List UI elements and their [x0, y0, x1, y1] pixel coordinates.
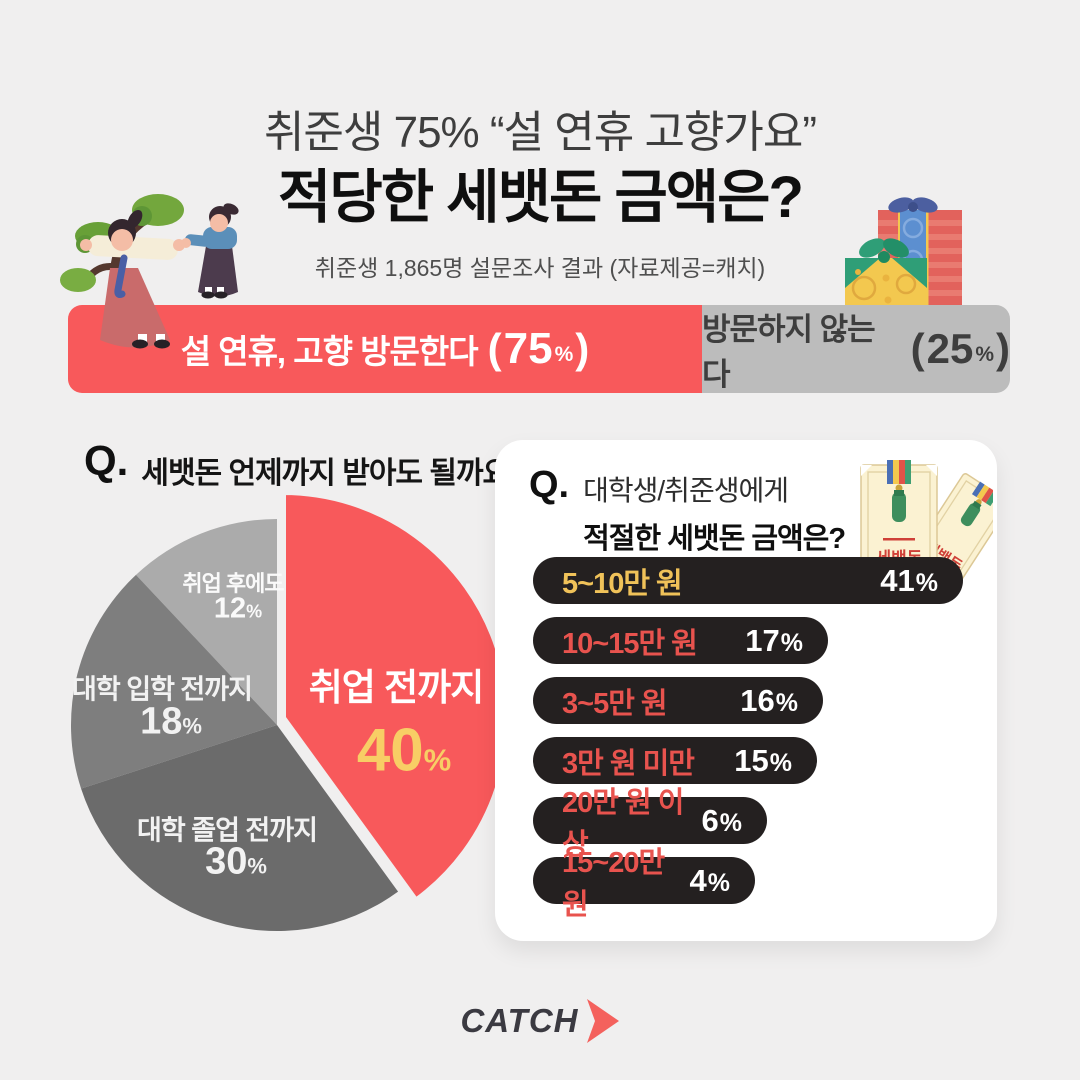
q-prefix: Q.	[84, 437, 129, 484]
arrow-icon	[586, 999, 619, 1043]
hanbok-woman-right	[181, 203, 239, 299]
visit-yes-label: 설 연휴, 고향 방문한다	[180, 333, 479, 370]
title-small: 취준생 75% “설 연휴 고향가요”	[263, 108, 817, 157]
paren: )	[575, 325, 590, 372]
pie-value: 30%	[205, 840, 267, 883]
visit-no-label: 방문하지 않는다	[701, 312, 876, 392]
amount-bar: 3~5만 원 16%	[533, 677, 823, 724]
paren: )	[996, 325, 1010, 372]
hanbok-people-icon	[60, 194, 239, 349]
catch-logo-text: CATCH	[460, 1002, 579, 1039]
page-title: 적당한 세뱃돈 금액은?	[278, 165, 804, 230]
pie-label: 대학 졸업 전까지	[137, 815, 318, 846]
q-prefix: Q.	[529, 464, 570, 506]
percent-sign: %	[975, 343, 994, 366]
percent-sign: %	[554, 343, 574, 366]
paren: (	[487, 325, 502, 372]
pie-label: 취업 후에도	[182, 571, 284, 596]
visit-split-bar: 설 연휴, 고향 방문한다 ( 75 % ) 방문하지 않는다 ( 25 % )	[68, 305, 1010, 393]
amount-bar: 15~20만 원 4%	[533, 847, 755, 921]
visit-yes-value: 75	[503, 324, 553, 373]
pie-label: 취업 전까지	[308, 667, 484, 708]
pie-question: Q. 세뱃돈 언제까지 받아도 될까요?	[84, 437, 527, 492]
catch-logo: CATCH	[0, 998, 1080, 1044]
amount-bar: 5~10만 원 41%	[533, 557, 963, 604]
amount-bar: 3만 원 미만 15%	[533, 737, 817, 784]
visit-bar-yes-segment: 설 연휴, 고향 방문한다 ( 75 % )	[68, 305, 702, 393]
amount-bar: 10~15만 원 17%	[533, 617, 828, 664]
yellow-gift-box	[845, 238, 927, 308]
pie-slice-3	[135, 519, 277, 725]
amount-bar: 20만 원 이상 6%	[533, 787, 767, 861]
pie-slice-2	[70, 574, 277, 789]
pie-value: 18%	[140, 700, 202, 743]
amount-question-line1: 대학생/취준생에게	[583, 475, 789, 506]
survey-subtitle: 취준생 1,865명 설문조사 결과 (자료제공=캐치)	[314, 255, 766, 281]
amount-question-line2: 적절한 세뱃돈 금액은?	[583, 523, 846, 555]
pie-chart-svg	[70, 488, 505, 932]
pie-chart: 취업 전까지 40% 대학 졸업 전까지 30% 대학 입학 전까지 18% 취…	[55, 470, 505, 970]
hanbok-woman-left	[80, 209, 185, 349]
paren: (	[910, 325, 925, 372]
visit-no-value: 25	[926, 325, 974, 372]
pie-label: 대학 입학 전까지	[72, 674, 253, 705]
amount-question: Q. 대학생/취준생에게 적절한 세뱃돈 금액은?	[529, 464, 846, 557]
amount-bar-list: 5~10만 원 41% 10~15만 원 17% 3~5만 원 16% 3만 원…	[533, 557, 963, 921]
visit-bar-no-segment: 방문하지 않는다 ( 25 % )	[701, 305, 1010, 393]
pie-slice-1	[81, 725, 399, 932]
amount-card: 세뱃돈 세뱃돈 Q. 대학생/취준생에게 적절	[495, 440, 997, 941]
pie-question-text: 세뱃돈 언제까지 받아도 될까요?	[141, 457, 527, 490]
pie-value: 12%	[213, 592, 263, 625]
pie-value: 40%	[356, 716, 452, 784]
gift-boxes-icon	[845, 197, 962, 308]
